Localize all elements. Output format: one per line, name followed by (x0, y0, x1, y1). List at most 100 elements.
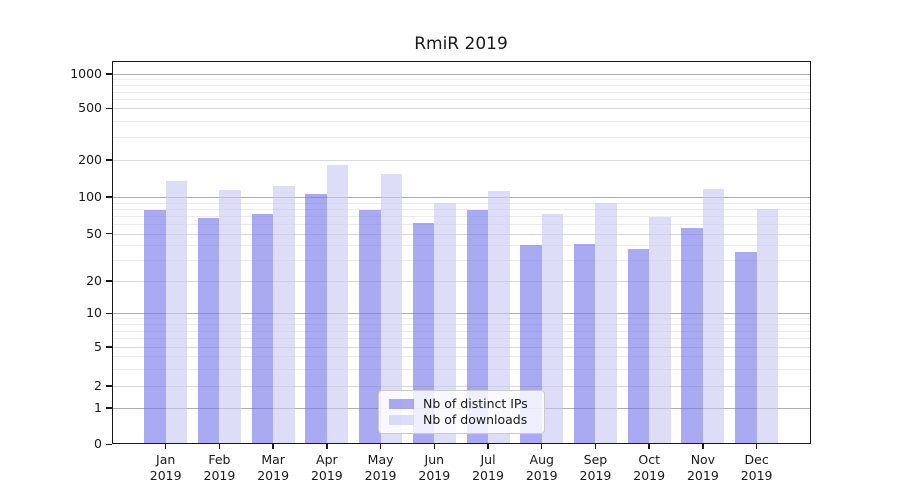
bar-downloads-may (380, 174, 403, 445)
x-tick-label-aug: Aug 2019 (525, 452, 558, 483)
x-tick-mark-feb (218, 444, 221, 450)
y-tick-label-100: 100 (78, 189, 102, 204)
y-tick-label-10: 10 (86, 305, 102, 321)
legend: Nb of distinct IPs Nb of downloads (378, 390, 545, 434)
gridline-9 (113, 318, 810, 320)
x-tick-label-nov: Nov 2019 (686, 452, 719, 483)
gridline-60 (113, 223, 810, 225)
y-tick-mark-100 (106, 196, 112, 198)
x-tick-mark-jan (165, 444, 167, 450)
y-tick-label-5: 5 (94, 339, 102, 354)
x-tick-label-oct: Oct 2019 (633, 452, 666, 483)
gridline-10 (113, 313, 810, 315)
y-tick-mark-5 (106, 346, 112, 348)
bar-distinct-ips-jun (412, 223, 435, 445)
x-tick-label-mar: Mar 2019 (257, 452, 290, 483)
y-tick-label-1: 1 (94, 400, 102, 415)
bar-distinct-ips-apr (305, 194, 327, 445)
gridline-4 (113, 356, 810, 358)
bar-distinct-ips-jan (144, 210, 166, 445)
gridline-20 (113, 281, 810, 282)
gridline-700 (113, 91, 810, 93)
gridline-8 (113, 324, 810, 326)
bar-distinct-ips-sep (573, 243, 596, 445)
gridline-3 (113, 368, 810, 370)
legend-label: Nb of downloads (423, 412, 528, 427)
x-tick-mark-jul (487, 444, 489, 450)
gridline-300 (113, 137, 810, 139)
y-tick-label-50: 50 (86, 225, 102, 241)
bar-downloads-sep (595, 202, 617, 445)
gridline-400 (113, 120, 810, 122)
x-tick-mark-jun (433, 444, 435, 450)
gridline-600 (113, 99, 810, 101)
gridline-2 (113, 386, 810, 387)
bar-downloads-jan (165, 180, 188, 445)
chart-title: RmiR 2019 (414, 34, 508, 54)
bar-distinct-ips-mar (251, 213, 274, 445)
x-tick-label-jul: Jul 2019 (472, 452, 504, 483)
x-tick-mark-sep (594, 444, 597, 450)
legend-swatch-distinct-ips (389, 399, 414, 409)
x-tick-mark-dec (755, 444, 758, 450)
legend-item-downloads: Nb of downloads (387, 412, 536, 428)
bar-distinct-ips-feb (197, 218, 220, 445)
bar-downloads-dec (756, 208, 779, 445)
bar-downloads-mar (273, 185, 295, 445)
x-tick-label-jun: Jun 2019 (418, 452, 451, 483)
y-tick-mark-50 (106, 232, 112, 235)
bar-distinct-ips-jul (466, 210, 489, 445)
bar-downloads-jun (434, 202, 456, 445)
y-tick-label-2: 2 (94, 378, 102, 393)
y-tick-label-0: 0 (94, 436, 102, 452)
bar-downloads-apr (326, 164, 349, 445)
gridline-40 (113, 245, 810, 247)
y-tick-mark-200 (106, 159, 112, 161)
bar-distinct-ips-dec (735, 251, 757, 445)
bar-distinct-ips-oct (627, 249, 650, 445)
y-tick-mark-10 (106, 312, 112, 314)
gridline-900 (113, 79, 810, 81)
gridline-70 (113, 215, 810, 217)
x-tick-label-dec: Dec 2019 (740, 452, 773, 483)
y-tick-mark-1000 (106, 73, 112, 75)
gridline-1000 (113, 74, 810, 75)
x-tick-mark-oct (648, 444, 650, 450)
y-tick-label-200: 200 (78, 152, 102, 167)
y-tick-mark-20 (106, 280, 112, 282)
gridline-30 (113, 259, 810, 261)
bar-distinct-ips-nov (681, 228, 703, 445)
legend-label: Nb of distinct IPs (423, 396, 528, 411)
x-tick-mark-mar (272, 444, 274, 450)
y-tick-label-500: 500 (78, 100, 102, 116)
x-tick-label-feb: Feb 2019 (203, 452, 236, 483)
x-tick-mark-aug (541, 444, 543, 450)
legend-swatch-downloads (389, 415, 414, 425)
x-tick-label-may: May 2019 (364, 452, 397, 483)
gridline-90 (113, 202, 810, 204)
y-tick-label-20: 20 (86, 273, 102, 288)
x-tick-label-jan: Jan 2019 (149, 452, 182, 483)
bar-downloads-nov (702, 189, 725, 445)
gridline-500 (113, 108, 810, 110)
gridline-100 (113, 197, 810, 198)
gridline-800 (113, 85, 810, 87)
bar-downloads-oct (649, 217, 671, 445)
gridline-6 (113, 338, 810, 340)
x-tick-mark-apr (326, 444, 328, 450)
gridline-80 (113, 208, 810, 210)
x-tick-mark-may (379, 444, 382, 450)
x-tick-mark-nov (702, 444, 704, 450)
x-tick-label-sep: Sep 2019 (579, 452, 612, 483)
gridline-50 (113, 233, 810, 235)
bar-downloads-aug (541, 213, 564, 445)
gridline-200 (113, 160, 810, 161)
bar-distinct-ips-may (359, 210, 381, 445)
y-tick-label-1000: 1000 (70, 66, 102, 81)
y-tick-mark-500 (106, 107, 112, 109)
legend-item-distinct-ips: Nb of distinct IPs (387, 396, 536, 412)
y-tick-mark-1 (106, 407, 112, 409)
gridline-7 (113, 330, 810, 332)
y-tick-mark-0 (106, 443, 112, 445)
